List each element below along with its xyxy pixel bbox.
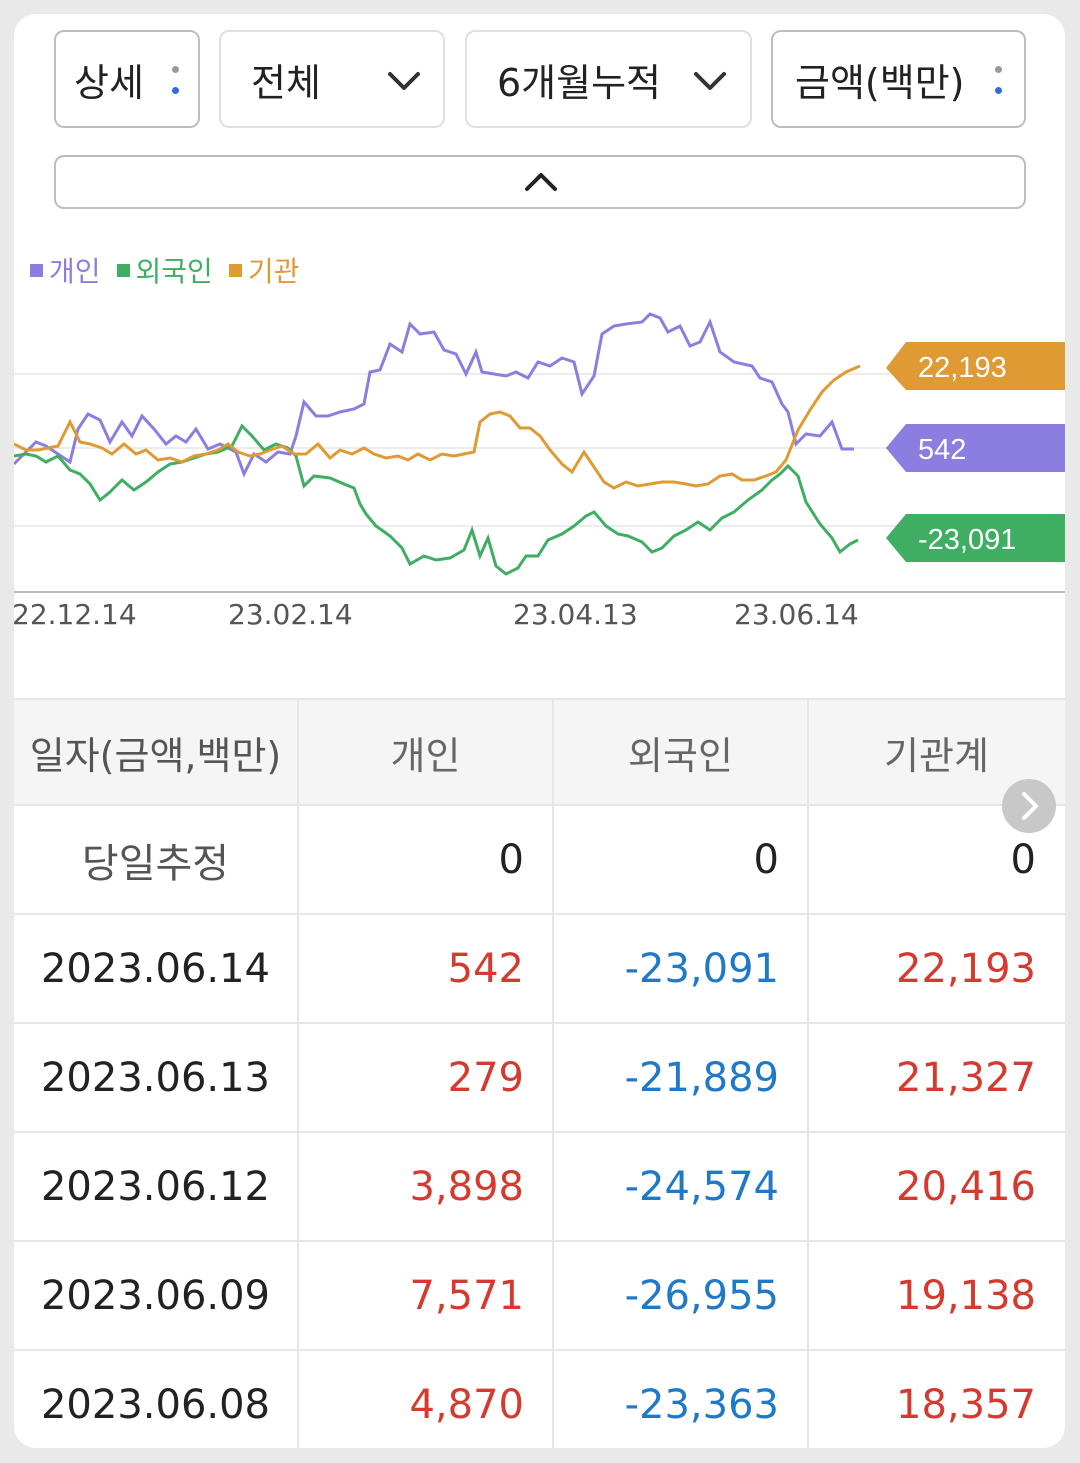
row-date: 당일추정 <box>14 806 299 913</box>
x-tick-label: 23.04.13 <box>513 598 638 631</box>
row-date: 2023.06.08 <box>14 1351 299 1448</box>
row-individual: 0 <box>299 806 554 913</box>
row-foreign: -26,955 <box>554 1242 809 1349</box>
legend-label: 외국인 <box>135 255 213 288</box>
period-label: 6개월누적 <box>497 60 662 105</box>
tag-label: -23,091 <box>918 524 1016 556</box>
row-individual: 7,571 <box>299 1242 554 1349</box>
row-date: 2023.06.09 <box>14 1242 299 1349</box>
row-institution: 0 <box>1010 836 1036 883</box>
series-line-foreign <box>14 423 859 576</box>
row-institution: 20,416 <box>896 1163 1036 1210</box>
row-individual: 279 <box>299 1024 554 1131</box>
detail-menu-button[interactable]: 상세 <box>54 30 200 128</box>
legend-swatch <box>228 263 242 277</box>
investor-trend-card: 상세 전체 6개월누적 금액(백만) 개인 외국인 <box>14 14 1065 1448</box>
scope-label: 전체 <box>251 60 321 105</box>
more-dots-icon <box>172 66 180 94</box>
series-line-individual <box>14 312 854 478</box>
value-tag-institution: 22,193 <box>886 342 1065 390</box>
row-institution: 21,327 <box>896 1054 1036 1101</box>
legend-item-institution: 기관 <box>228 250 300 290</box>
header-foreign: 외국인 <box>554 700 809 804</box>
chevron-up-icon <box>525 173 557 191</box>
unit-label: 금액(백만) <box>795 60 965 105</box>
row-foreign: -23,363 <box>554 1351 809 1448</box>
row-date: 2023.06.14 <box>14 915 299 1022</box>
chevron-down-icon <box>388 72 420 90</box>
row-institution: 22,193 <box>896 945 1036 992</box>
table-header-row: 일자(금액,백만) 개인 외국인 기관계 <box>14 698 1065 806</box>
chevron-down-icon <box>694 72 726 90</box>
legend-label: 기관 <box>247 255 300 288</box>
series-line-institution <box>14 364 861 490</box>
table-row: 2023.06.13 279 -21,889 21,327 <box>14 1024 1065 1133</box>
row-institution: 18,357 <box>896 1381 1036 1428</box>
unit-menu-button[interactable]: 금액(백만) <box>771 30 1026 128</box>
row-individual: 3,898 <box>299 1133 554 1240</box>
row-date: 2023.06.13 <box>14 1024 299 1131</box>
x-tick-label: 22.12.14 <box>14 598 137 631</box>
legend-item-individual: 개인 <box>30 250 101 290</box>
value-tag-foreign: -23,091 <box>886 514 1065 562</box>
investor-line-chart: 22,193 542 -23,091 <box>14 312 1065 593</box>
row-foreign: -24,574 <box>554 1133 809 1240</box>
header-date: 일자(금액,백만) <box>14 700 299 804</box>
legend-swatch <box>30 263 43 277</box>
row-individual: 4,870 <box>299 1351 554 1448</box>
period-dropdown[interactable]: 6개월누적 <box>465 30 752 128</box>
row-date: 2023.06.12 <box>14 1133 299 1240</box>
legend-swatch <box>116 263 130 277</box>
detail-label: 상세 <box>74 60 144 105</box>
legend-label: 개인 <box>49 255 101 288</box>
chevron-right-icon <box>1022 792 1038 820</box>
header-individual: 개인 <box>299 700 554 804</box>
table-row: 2023.06.08 4,870 -23,363 18,357 <box>14 1351 1065 1448</box>
table-row: 2023.06.14 542 -23,091 22,193 <box>14 915 1065 1024</box>
x-tick-label: 23.02.14 <box>228 598 353 631</box>
table-row-today: 당일추정 0 0 0 <box>14 806 1065 915</box>
scope-dropdown[interactable]: 전체 <box>219 30 445 128</box>
table-row: 2023.06.09 7,571 -26,955 19,138 <box>14 1242 1065 1351</box>
table-row: 2023.06.12 3,898 -24,574 20,416 <box>14 1133 1065 1242</box>
collapse-filters-button[interactable] <box>54 155 1026 209</box>
row-individual: 542 <box>299 915 554 1022</box>
more-dots-icon <box>995 66 1003 94</box>
row-foreign: -23,091 <box>554 915 809 1022</box>
chart-legend: 개인 외국인 기관 <box>30 250 299 290</box>
tag-label: 542 <box>918 434 966 466</box>
row-institution: 19,138 <box>896 1272 1036 1319</box>
value-tag-individual: 542 <box>886 424 1065 472</box>
header-institution: 기관계 <box>884 733 989 778</box>
scroll-right-button[interactable] <box>1002 779 1056 833</box>
row-foreign: -21,889 <box>554 1024 809 1131</box>
investor-table: 일자(금액,백만) 개인 외국인 기관계 당일추정 0 0 0 2023.06.… <box>14 698 1065 1448</box>
tag-label: 22,193 <box>918 352 1007 384</box>
legend-item-foreign: 외국인 <box>116 250 213 290</box>
row-foreign: 0 <box>554 806 809 913</box>
x-tick-label: 23.06.14 <box>734 598 859 631</box>
